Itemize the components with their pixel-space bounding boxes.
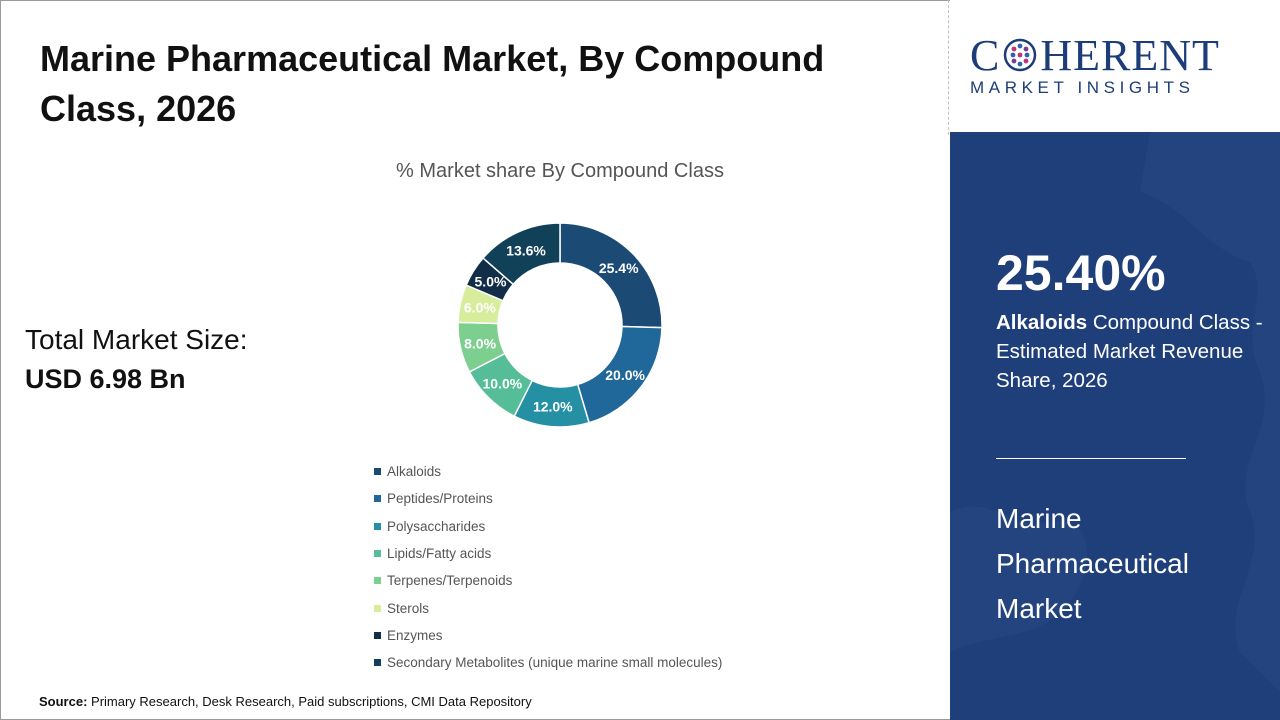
- logo-word-rest: HERENT: [1040, 31, 1220, 80]
- market-name: Marine Pharmaceutical Market: [996, 503, 1189, 624]
- stat-value: 25.40%: [996, 245, 1166, 301]
- donut-chart: 25.4% 20.0% 12.0% 10.0% 8.0% 6.0% 5.0% 13.6%: [457, 222, 663, 428]
- slice-label: 13.6%: [506, 242, 546, 258]
- legend-label: Alkaloids: [387, 464, 442, 480]
- legend-label: Secondary Metabolites (unique marine sma…: [387, 655, 723, 671]
- legend-swatch: [374, 468, 381, 476]
- legend-swatch: [374, 604, 381, 612]
- logo-wordmark: C HERENT: [970, 30, 1220, 81]
- legend-swatch: [374, 522, 381, 530]
- legend-label: Lipids/Fatty acids: [387, 546, 492, 562]
- page-title: Marine Pharmaceutical Market, By Compoun…: [40, 38, 825, 129]
- legend-swatch: [374, 631, 381, 639]
- chart-area: Marine Pharmaceutical Market, By Compoun…: [25, 38, 825, 709]
- total-market-value: USD 6.98 Bn: [25, 364, 186, 394]
- stat-text: Compound Class - Estimated Market Revenu…: [996, 311, 1263, 392]
- source-note: Source: Primary Research, Desk Research,…: [39, 694, 532, 709]
- legend-swatch: [374, 495, 381, 503]
- legend-label: Enzymes: [387, 627, 443, 643]
- highlight-panel: 25.40% Alkaloids Compound Class - Estima…: [950, 132, 1280, 720]
- donut-slice: [482, 222, 561, 286]
- slice-label: 20.0%: [605, 367, 645, 383]
- legend-label: Terpenes/Terpenoids: [387, 573, 513, 589]
- logo-tagline: MARKET INSIGHTS: [970, 78, 1195, 97]
- stat-segment: Alkaloids: [996, 311, 1088, 334]
- world-map-background: [950, 132, 1280, 692]
- slice-label: 25.4%: [599, 260, 639, 276]
- slice-label: 8.0%: [464, 335, 496, 351]
- legend-label: Sterols: [387, 600, 430, 616]
- legend-item: Secondary Metabolites (unique marine sma…: [374, 649, 722, 676]
- legend-label: Polysaccharides: [387, 518, 486, 534]
- total-market-label: Total Market Size:: [25, 324, 248, 355]
- stat-description: Alkaloids Compound Class - Estimated Mar…: [996, 308, 1271, 395]
- legend-item: Terpenes/Terpenoids: [374, 567, 722, 594]
- slice-label: 12.0%: [533, 399, 573, 415]
- company-logo: C HERENT MARKET INSIGHTS: [950, 0, 1280, 132]
- legend-swatch: [374, 577, 381, 585]
- slice-label: 6.0%: [464, 300, 496, 316]
- chart-legend: Alkaloids Peptides/Proteins Polysaccharide…: [374, 458, 722, 676]
- slice-label: 10.0%: [483, 375, 523, 391]
- legend-item: Sterols: [374, 594, 722, 621]
- source-text: Primary Research, Desk Research, Paid su…: [87, 694, 532, 709]
- source-label: Source:: [39, 694, 88, 709]
- legend-label: Peptides/Proteins: [387, 491, 493, 507]
- legend-item: Enzymes: [374, 622, 722, 649]
- panel-divider: [996, 458, 1186, 459]
- logo-letter-c: C: [970, 31, 1001, 80]
- slice-label: 5.0%: [475, 273, 507, 289]
- legend-item: Alkaloids: [374, 458, 722, 485]
- legend-item: Polysaccharides: [374, 513, 722, 540]
- legend-item: Lipids/Fatty acids: [374, 540, 722, 567]
- divider: [948, 0, 951, 135]
- legend-swatch: [374, 550, 381, 558]
- legend-item: Peptides/Proteins: [374, 485, 722, 512]
- chart-title: % Market share By Compound Class: [396, 160, 724, 182]
- logo-globe-icon: [1004, 38, 1037, 72]
- legend-swatch: [374, 659, 381, 667]
